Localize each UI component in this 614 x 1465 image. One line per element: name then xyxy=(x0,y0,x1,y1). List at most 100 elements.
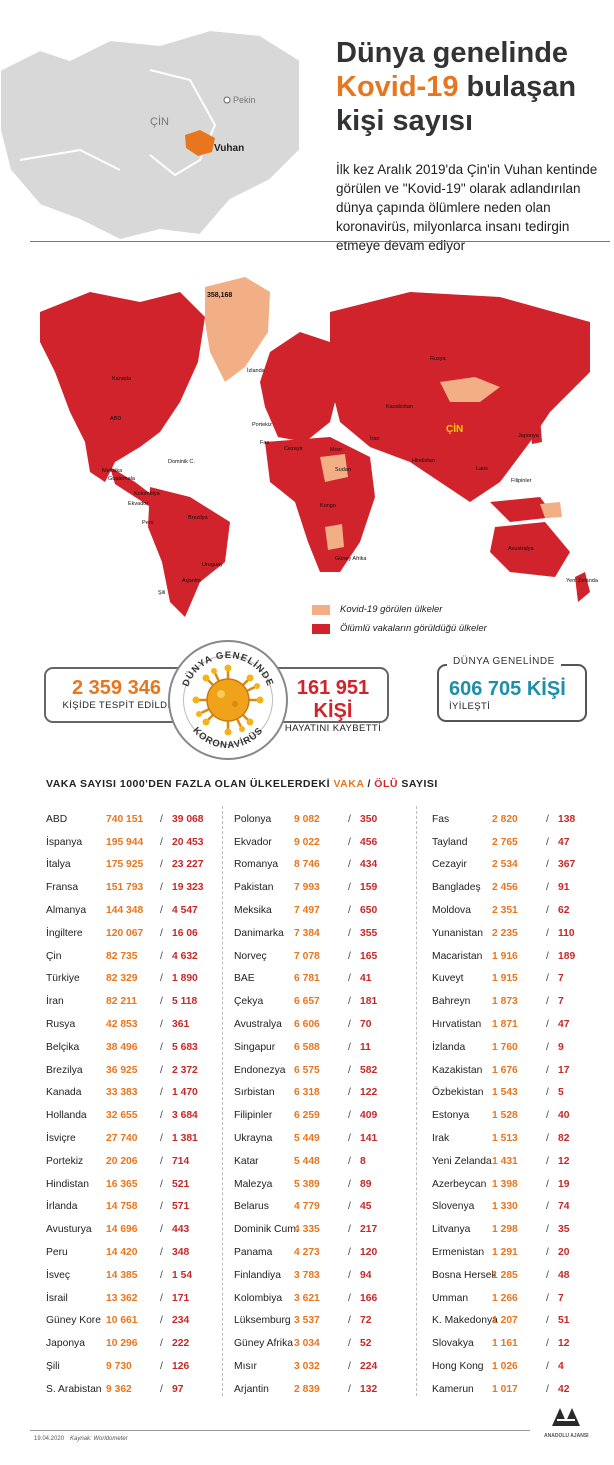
case-count: 4 779 xyxy=(294,1201,320,1213)
legend-swatch-seen xyxy=(312,604,330,615)
separator-slash: / xyxy=(348,1292,351,1304)
table-row: Polonya 9 082 / 350 xyxy=(234,808,414,831)
case-count: 6 781 xyxy=(294,973,320,985)
death-count: 82 xyxy=(558,1133,570,1145)
table-row: Slovenya 1 330 / 74 xyxy=(432,1196,612,1219)
separator-slash: / xyxy=(160,950,163,962)
table-row: Avustralya 6 606 / 70 xyxy=(234,1013,414,1036)
table-row: Tayland 2 765 / 47 xyxy=(432,831,612,854)
death-count: 47 xyxy=(558,1019,570,1031)
case-count: 1 026 xyxy=(492,1361,518,1373)
map-label-kongo: Kongo xyxy=(320,503,336,509)
death-count: 74 xyxy=(558,1201,570,1213)
table-row: İngiltere 120 067 / 16 06 xyxy=(46,922,226,945)
death-count: 17 xyxy=(558,1064,570,1076)
case-count: 2 820 xyxy=(492,813,518,825)
case-count: 1 528 xyxy=(492,1110,518,1122)
country-name: Hollanda xyxy=(46,1110,87,1122)
country-name: Moldova xyxy=(432,905,471,917)
separator-slash: / xyxy=(348,1247,351,1259)
country-name: Pakistan xyxy=(234,882,274,894)
country-name: Çekya xyxy=(234,996,264,1008)
country-name: Avustralya xyxy=(234,1019,282,1031)
case-count: 33 383 xyxy=(106,1087,138,1099)
separator-slash: / xyxy=(546,1087,549,1099)
country-name: İsrail xyxy=(46,1292,68,1304)
table-row: Türkiye 82 329 / 1 890 xyxy=(46,968,226,991)
deaths-stat: 161 951 KİŞİ HAYATINI KAYBETTİ xyxy=(278,677,388,734)
table-row: Umman 1 266 / 7 xyxy=(432,1287,612,1310)
death-count: 19 xyxy=(558,1178,570,1190)
country-name: Macaristan xyxy=(432,950,483,962)
case-count: 1 431 xyxy=(492,1155,518,1167)
inset-country-label: ÇİN xyxy=(150,115,169,128)
country-name: Panama xyxy=(234,1247,273,1259)
separator-slash: / xyxy=(160,859,163,871)
table-title-post: SAYISI xyxy=(397,778,438,790)
country-name: Çin xyxy=(46,950,62,962)
case-count: 1 266 xyxy=(492,1292,518,1304)
country-name: BAE xyxy=(234,973,255,985)
table-row: BAE 6 781 / 41 xyxy=(234,968,414,991)
case-count: 9 730 xyxy=(106,1361,132,1373)
case-count: 1 017 xyxy=(492,1383,518,1395)
death-count: 9 xyxy=(558,1041,564,1053)
separator-slash: / xyxy=(546,996,549,1008)
table-row: Kolombiya 3 621 / 166 xyxy=(234,1287,414,1310)
separator-slash: / xyxy=(348,1064,351,1076)
table-column-1: ABD 740 151 / 39 068 İspanya 195 944 / 20 453 İt… xyxy=(46,808,226,1401)
separator-slash: / xyxy=(160,1110,163,1122)
death-count: 39 068 xyxy=(172,813,204,825)
case-count: 82 735 xyxy=(106,950,138,962)
table-row: Danimarka 7 384 / 355 xyxy=(234,922,414,945)
table-row: Brezilya 36 925 / 2 372 xyxy=(46,1059,226,1082)
country-name: Ukrayna xyxy=(234,1133,273,1145)
page-title: Dünya genelinde Kovid-19 bulaşan kişi sa… xyxy=(336,36,606,138)
case-count: 14 758 xyxy=(106,1201,138,1213)
country-name: Kuveyt xyxy=(432,973,464,985)
country-name: Dominik Cum. xyxy=(234,1224,299,1236)
death-count: 434 xyxy=(360,859,378,871)
case-count: 5 389 xyxy=(294,1178,320,1190)
country-name: Bangladeş xyxy=(432,882,481,894)
country-name: Japonya xyxy=(46,1338,85,1350)
table-title-pre: VAKA SAYISI 1000'DEN FAZLA OLAN ÜLKELERD… xyxy=(46,778,334,790)
death-count: 72 xyxy=(360,1315,372,1327)
country-name: Güney Kore xyxy=(46,1315,101,1327)
death-count: 12 xyxy=(558,1155,570,1167)
table-row: Güney Afrika 3 034 / 52 xyxy=(234,1332,414,1355)
cases-label: KİŞİDE TESPİT EDİLDİ xyxy=(62,700,171,711)
aa-logo-text: ANADOLU AJANSI xyxy=(544,1433,589,1439)
map-label-abd: ABD xyxy=(110,416,122,422)
table-title-olu: ÖLÜ xyxy=(374,778,398,790)
country-name: Hong Kong xyxy=(432,1361,484,1373)
map-label-japonya: Japonya xyxy=(518,433,539,439)
map-label-gafrika: Güney Afrika xyxy=(335,556,367,562)
legend-deaths-label: Ölümlü vakaların görüldüğü ülkeler xyxy=(340,623,487,634)
separator-slash: / xyxy=(348,813,351,825)
separator-slash: / xyxy=(160,1019,163,1031)
separator-slash: / xyxy=(160,905,163,917)
separator-slash: / xyxy=(546,1338,549,1350)
case-count: 175 925 xyxy=(106,859,144,871)
table-row: Hollanda 32 655 / 3 684 xyxy=(46,1104,226,1127)
table-row: Litvanya 1 298 / 35 xyxy=(432,1218,612,1241)
separator-slash: / xyxy=(160,1064,163,1076)
case-count: 1 873 xyxy=(492,996,518,1008)
case-count: 6 318 xyxy=(294,1087,320,1099)
table-row: Şili 9 730 / 126 xyxy=(46,1355,226,1378)
separator-slash: / xyxy=(348,1178,351,1190)
separator-slash: / xyxy=(348,1383,351,1395)
country-name: Fransa xyxy=(46,882,79,894)
separator-slash: / xyxy=(348,1224,351,1236)
death-count: 11 xyxy=(360,1041,371,1053)
case-count: 82 329 xyxy=(106,973,138,985)
death-count: 52 xyxy=(360,1338,372,1350)
table-row: Çin 82 735 / 4 632 xyxy=(46,945,226,968)
death-count: 94 xyxy=(360,1269,372,1281)
case-count: 2 456 xyxy=(492,882,518,894)
case-count: 2 351 xyxy=(492,905,518,917)
case-count: 14 385 xyxy=(106,1269,138,1281)
country-name: Ermenistan xyxy=(432,1247,485,1259)
death-count: 20 453 xyxy=(172,836,204,848)
